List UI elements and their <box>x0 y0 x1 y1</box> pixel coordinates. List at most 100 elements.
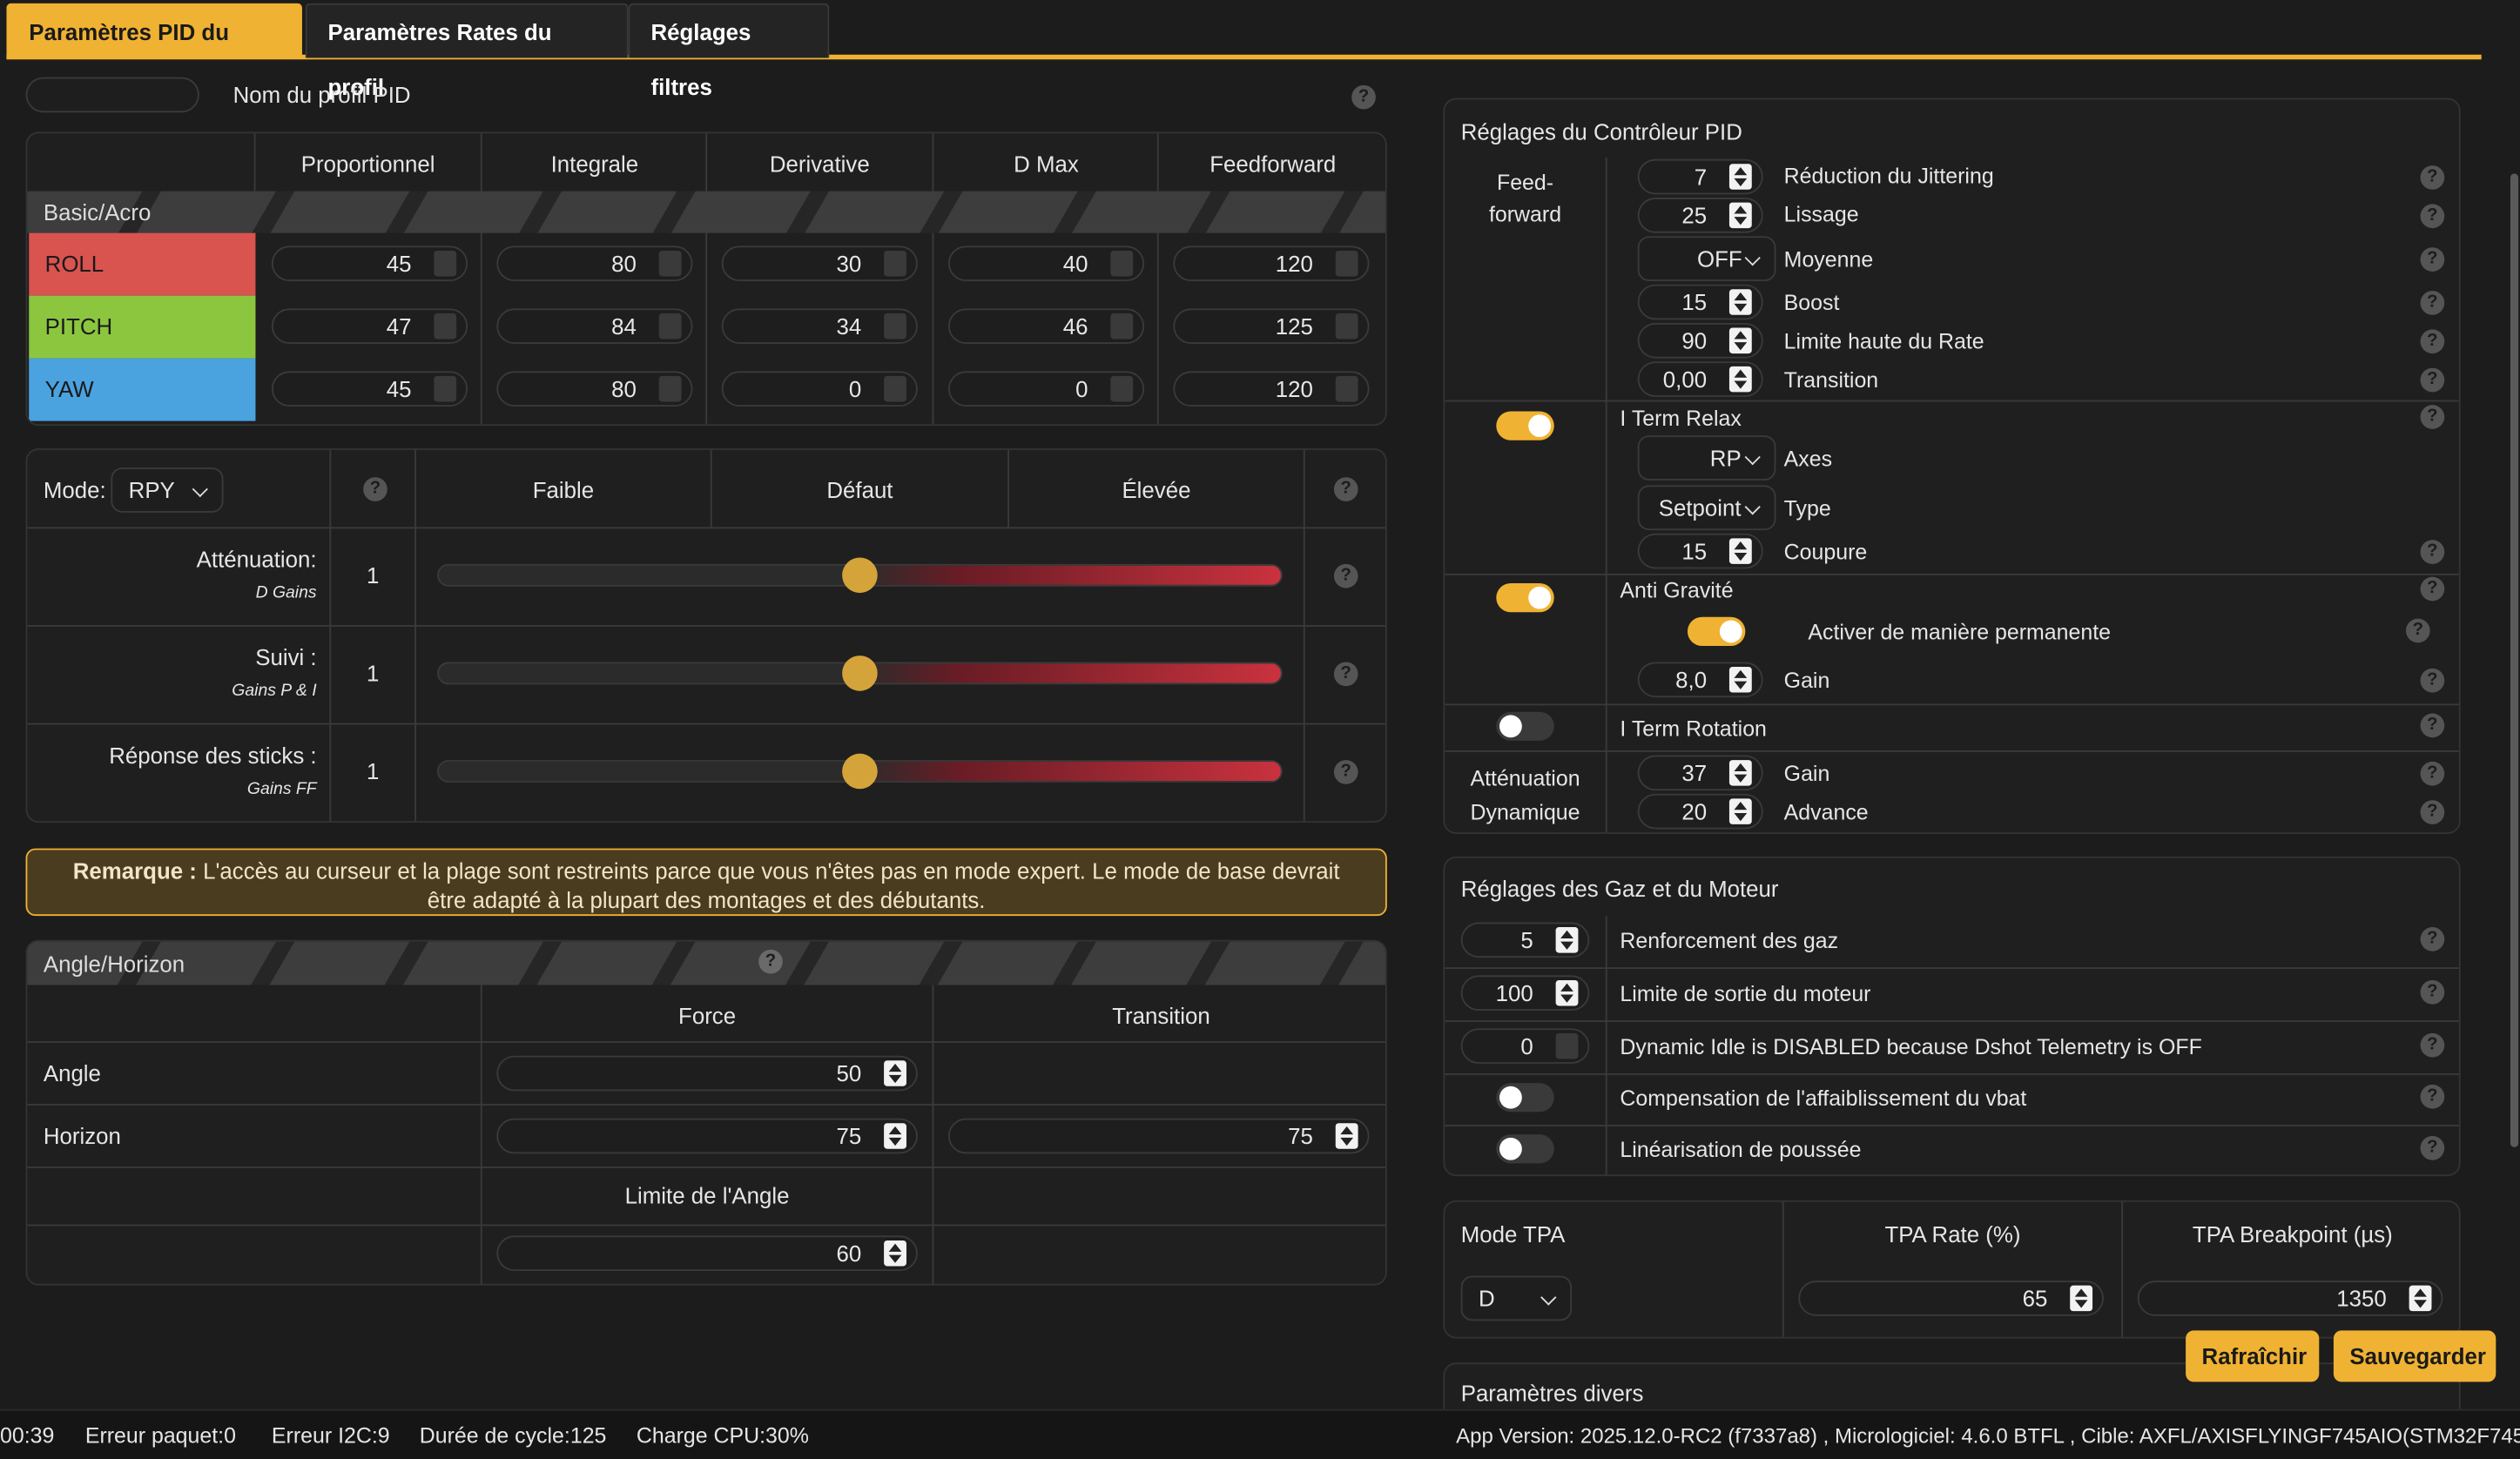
spinner-icon[interactable] <box>1335 1123 1358 1149</box>
spinner-icon[interactable] <box>884 313 906 340</box>
horizon-transition-input[interactable]: 75 <box>947 1118 1370 1154</box>
help-icon[interactable]: ? <box>1333 477 1358 501</box>
ag-permanent-toggle[interactable] <box>1687 616 1746 647</box>
help-icon[interactable]: ? <box>2420 204 2445 229</box>
ff-jitter-input[interactable]: 7 <box>1637 158 1763 195</box>
spinner-icon[interactable] <box>434 250 457 277</box>
spinner-icon[interactable] <box>1728 289 1752 315</box>
help-icon[interactable]: ? <box>1333 662 1358 687</box>
relax-axes-select[interactable]: RP <box>1637 435 1776 481</box>
help-icon[interactable]: ? <box>2420 1032 2445 1058</box>
angle-limit-input[interactable]: 60 <box>496 1235 918 1272</box>
motor-limit-input[interactable]: 100 <box>1460 975 1590 1012</box>
spinner-icon[interactable] <box>658 375 682 402</box>
relax-type-select[interactable]: Setpoint <box>1637 485 1776 531</box>
spinner-icon[interactable] <box>658 250 682 277</box>
spinner-icon[interactable] <box>434 375 457 402</box>
tab-pid-profile[interactable]: Paramètres PID du profil <box>6 3 302 99</box>
spinner-icon[interactable] <box>2409 1285 2432 1312</box>
tab-filters[interactable]: Réglages filtres <box>628 3 830 99</box>
spinner-icon[interactable] <box>1110 375 1134 402</box>
spinner-icon[interactable] <box>884 1060 906 1086</box>
spinner-icon[interactable] <box>2070 1285 2093 1312</box>
anti-gravity-toggle[interactable] <box>1496 583 1554 613</box>
spinner-icon[interactable] <box>1728 366 1752 393</box>
help-icon[interactable]: ? <box>2420 1135 2445 1160</box>
pid-dmax-input-roll[interactable]: 40 <box>947 245 1145 282</box>
spinner-icon[interactable] <box>884 1240 906 1267</box>
spinner-icon[interactable] <box>1555 979 1579 1006</box>
help-icon[interactable]: ? <box>2420 367 2445 393</box>
dyn-gain-input[interactable]: 37 <box>1637 755 1763 791</box>
spinner-icon[interactable] <box>884 250 906 277</box>
spinner-icon[interactable] <box>1110 313 1134 340</box>
pid-dmax-input-pitch[interactable]: 46 <box>947 308 1145 345</box>
pid-d-input-roll[interactable]: 30 <box>721 245 918 282</box>
spinner-icon[interactable] <box>1335 250 1358 277</box>
pid-ff-input-yaw[interactable]: 120 <box>1173 371 1370 407</box>
ag-gain-input[interactable]: 8,0 <box>1637 662 1763 698</box>
spinner-icon[interactable] <box>1728 327 1752 354</box>
relax-cutoff-input[interactable]: 15 <box>1637 533 1763 569</box>
pid-p-input-roll[interactable]: 45 <box>271 245 468 282</box>
spinner-icon[interactable] <box>1728 202 1752 229</box>
pid-d-input-yaw[interactable]: 0 <box>721 371 918 407</box>
slider-thumb[interactable] <box>842 557 878 594</box>
throttle-boost-input[interactable]: 5 <box>1460 922 1590 958</box>
pid-p-input-pitch[interactable]: 47 <box>271 308 468 345</box>
spinner-icon[interactable] <box>658 313 682 340</box>
pid-d-input-pitch[interactable]: 34 <box>721 308 918 345</box>
help-icon[interactable]: ? <box>2420 291 2445 315</box>
iterm-relax-toggle[interactable] <box>1496 411 1554 440</box>
vbat-comp-toggle[interactable] <box>1496 1083 1554 1113</box>
pid-p-input-yaw[interactable]: 45 <box>271 371 468 407</box>
scrollbar-thumb[interactable] <box>2510 173 2519 1147</box>
pid-i-input-yaw[interactable]: 80 <box>496 371 693 407</box>
tpa-rate-input[interactable]: 65 <box>1798 1281 2104 1316</box>
angle-force-input[interactable]: 50 <box>496 1055 918 1092</box>
help-icon[interactable]: ? <box>2420 927 2445 951</box>
help-icon[interactable]: ? <box>2420 576 2445 602</box>
help-icon[interactable]: ? <box>2420 668 2445 693</box>
spinner-icon[interactable] <box>1728 667 1752 693</box>
ff-maxrate-input[interactable]: 90 <box>1637 323 1763 359</box>
slider-thumb[interactable] <box>842 656 878 691</box>
spinner-icon[interactable] <box>1335 313 1358 340</box>
horizon-force-input[interactable]: 75 <box>496 1118 918 1154</box>
help-icon[interactable]: ? <box>758 949 783 974</box>
thrust-lin-toggle[interactable] <box>1496 1134 1554 1164</box>
ff-transition-input[interactable]: 0,00 <box>1637 361 1763 397</box>
ff-boost-input[interactable]: 15 <box>1637 284 1763 320</box>
pid-ff-input-roll[interactable]: 120 <box>1173 245 1370 282</box>
spinner-icon[interactable] <box>1728 760 1752 786</box>
slider-thumb[interactable] <box>842 753 878 790</box>
pid-i-input-pitch[interactable]: 84 <box>496 308 693 345</box>
spinner-icon[interactable] <box>1110 250 1134 277</box>
help-icon[interactable]: ? <box>2420 761 2445 786</box>
help-icon[interactable]: ? <box>2420 165 2445 190</box>
help-icon[interactable]: ? <box>2420 713 2445 738</box>
help-icon[interactable]: ? <box>1333 563 1358 588</box>
help-icon[interactable]: ? <box>2420 329 2445 354</box>
pid-ff-input-pitch[interactable]: 125 <box>1173 308 1370 345</box>
tpa-mode-select[interactable]: D <box>1460 1275 1573 1321</box>
spinner-icon[interactable] <box>884 375 906 402</box>
pid-i-input-roll[interactable]: 80 <box>496 245 693 282</box>
iterm-rotation-toggle[interactable] <box>1496 711 1554 741</box>
spinner-icon[interactable] <box>1335 375 1358 402</box>
spinner-icon[interactable] <box>1555 927 1579 953</box>
help-icon[interactable]: ? <box>2420 979 2445 1005</box>
help-icon[interactable]: ? <box>2420 1084 2445 1109</box>
help-icon[interactable]: ? <box>2420 247 2445 272</box>
tab-rates-profile[interactable]: Paramètres Rates du profil <box>305 3 629 99</box>
ff-avg-select[interactable]: OFF <box>1637 236 1776 282</box>
help-icon[interactable]: ? <box>2405 618 2430 643</box>
spinner-icon[interactable] <box>1728 164 1752 190</box>
spinner-icon[interactable] <box>1728 798 1752 824</box>
help-icon[interactable]: ? <box>1333 760 1358 784</box>
help-icon[interactable]: ? <box>2420 540 2445 564</box>
spinner-icon[interactable] <box>434 313 457 340</box>
save-button[interactable]: Sauvegarder <box>2333 1330 2496 1382</box>
help-icon[interactable]: ? <box>1351 84 1376 110</box>
ff-smooth-input[interactable]: 25 <box>1637 198 1763 233</box>
